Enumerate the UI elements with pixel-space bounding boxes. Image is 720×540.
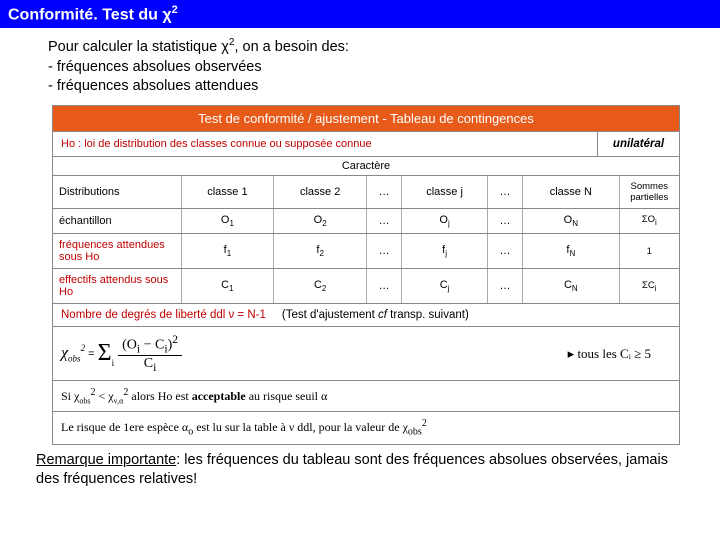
- diagram-title: Test de conformité / ajustement - Tablea…: [53, 106, 679, 132]
- intro-1b: , on a besoin des:: [234, 39, 348, 55]
- remark-label: Remarque importante: [36, 452, 176, 468]
- constraint: ▸ tous les Cᵢ ≥ 5: [568, 346, 671, 362]
- acceptable-word: acceptable: [192, 389, 246, 403]
- remark: Remarque importante: les fréquences du t…: [0, 445, 720, 489]
- chi-symbol: χ: [162, 6, 171, 23]
- chi-sup: 2: [172, 4, 178, 16]
- table-header-row: Distributions classe 1 classe 2 … classe…: [53, 176, 679, 209]
- col-2: classe 2: [274, 176, 367, 209]
- ho-text: Ho : loi de distribution des classes con…: [53, 132, 597, 156]
- col-5: …: [487, 176, 522, 209]
- table-row: fréquences attendues sous Ho f1 f2 … fj …: [53, 234, 679, 269]
- ddl-a: Nombre de degrés de liberté ddl ν = N-1: [61, 309, 266, 321]
- contingency-diagram: Test de conformité / ajustement - Tablea…: [52, 105, 680, 445]
- ddl-c: transp. suivant): [387, 309, 469, 321]
- table-row: échantillon O1 O2 … Oj … ON ΣOi: [53, 208, 679, 233]
- sigma-icon: Σi: [98, 340, 114, 368]
- col-3: …: [367, 176, 402, 209]
- ddl-row: Nombre de degrés de liberté ddl ν = N-1 …: [53, 304, 679, 327]
- caractere-header: Caractère: [53, 157, 679, 176]
- table-row: effectifs attendus sous Ho C1 C2 … Cj … …: [53, 269, 679, 304]
- ho-row: Ho : loi de distribution des classes con…: [53, 132, 679, 157]
- ddl-b: (Test d'ajustement: [282, 309, 378, 321]
- chi-obs: χobs2: [61, 343, 85, 364]
- col-7: Sommes partielles: [619, 176, 679, 209]
- title-bar: Conformité. Test du χ2: [0, 0, 720, 28]
- intro-chi: χ: [221, 39, 229, 55]
- unilateral-label: unilatéral: [597, 132, 679, 156]
- rule-risk: Le risque de 1ere espèce αo est lu sur l…: [53, 412, 679, 443]
- title-prefix: Conformité. Test du: [8, 6, 162, 23]
- intro-2: - fréquences absolues observées: [48, 59, 262, 75]
- intro-3: - fréquences absolues attendues: [48, 78, 258, 94]
- col-0: Distributions: [53, 176, 181, 209]
- fraction: (Oi − Ci)2 Ci: [118, 333, 182, 374]
- col-1: classe 1: [181, 176, 274, 209]
- rule-acceptable: Si χobs2 < χν,α2 alors Ho est acceptable…: [53, 381, 679, 412]
- col-6: classe N: [523, 176, 619, 209]
- formula-row: χobs2 = Σi (Oi − Ci)2 Ci ▸ tous les Cᵢ ≥…: [53, 327, 679, 381]
- col-4: classe j: [402, 176, 488, 209]
- intro-1a: Pour calculer la statistique: [48, 39, 221, 55]
- contingency-table: Distributions classe 1 classe 2 … classe…: [53, 176, 679, 304]
- ddl-i: cf: [378, 309, 387, 321]
- intro-text: Pour calculer la statistique χ2, on a be…: [0, 28, 720, 103]
